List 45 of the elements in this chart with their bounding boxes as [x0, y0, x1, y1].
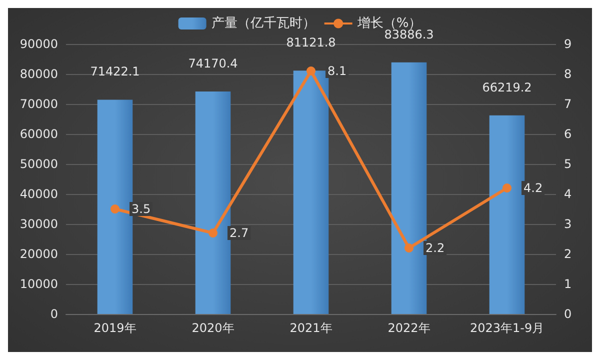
point [502, 184, 512, 192]
x-tick-label: 2020年 [192, 321, 234, 335]
y-tick-label: 70000 [20, 97, 58, 111]
data-label: 81121.8 [286, 36, 336, 50]
bar [195, 91, 231, 314]
y2-tick-label: 0 [564, 307, 572, 321]
y-tick-label: 90000 [20, 37, 58, 51]
data-label: 2.7 [230, 226, 249, 240]
point [208, 228, 218, 238]
x-tick-label: 2023年1-9月 [470, 321, 544, 335]
bar [391, 62, 427, 314]
data-label: 71422.1 [90, 64, 140, 79]
y2-tick-label: 6 [564, 127, 572, 141]
point [306, 66, 316, 76]
y-tick-label: 20000 [20, 247, 58, 261]
point [404, 244, 414, 252]
x-tick-label: 2021年 [290, 321, 332, 335]
y-tick-label: 30000 [20, 217, 58, 231]
y-tick-label: 50000 [20, 157, 58, 171]
x-tick-label: 2022年 [388, 321, 430, 335]
y-tick-label: 40000 [20, 187, 58, 201]
bar [293, 70, 329, 314]
y2-tick-label: 3 [564, 217, 572, 231]
x-tick-label: 2019年 [94, 321, 136, 335]
y2-tick-label: 4 [564, 187, 572, 201]
legend-label: 产量（亿千瓦时） [211, 16, 316, 31]
data-label: 3.5 [132, 202, 151, 216]
bar [97, 100, 133, 314]
point [110, 204, 120, 214]
y2-tick-label: 5 [564, 157, 572, 171]
data-label: 8.1 [328, 64, 347, 78]
y2-tick-label: 1 [564, 277, 572, 291]
y-tick-label: 60000 [20, 127, 58, 141]
y-tick-label: 0 [50, 307, 58, 321]
y2-tick-label: 7 [564, 97, 572, 111]
y-tick-label: 80000 [20, 67, 58, 81]
data-label: 74170.4 [188, 56, 238, 70]
data-label: 4.2 [524, 181, 543, 195]
y-tick-label: 10000 [20, 277, 58, 291]
data-label: 66219.2 [482, 80, 532, 94]
y2-tick-label: 8 [564, 67, 572, 81]
y2-tick-label: 9 [564, 37, 572, 51]
data-label: 2.2 [426, 241, 445, 255]
bar [489, 115, 525, 314]
y2-tick-label: 2 [564, 247, 572, 261]
